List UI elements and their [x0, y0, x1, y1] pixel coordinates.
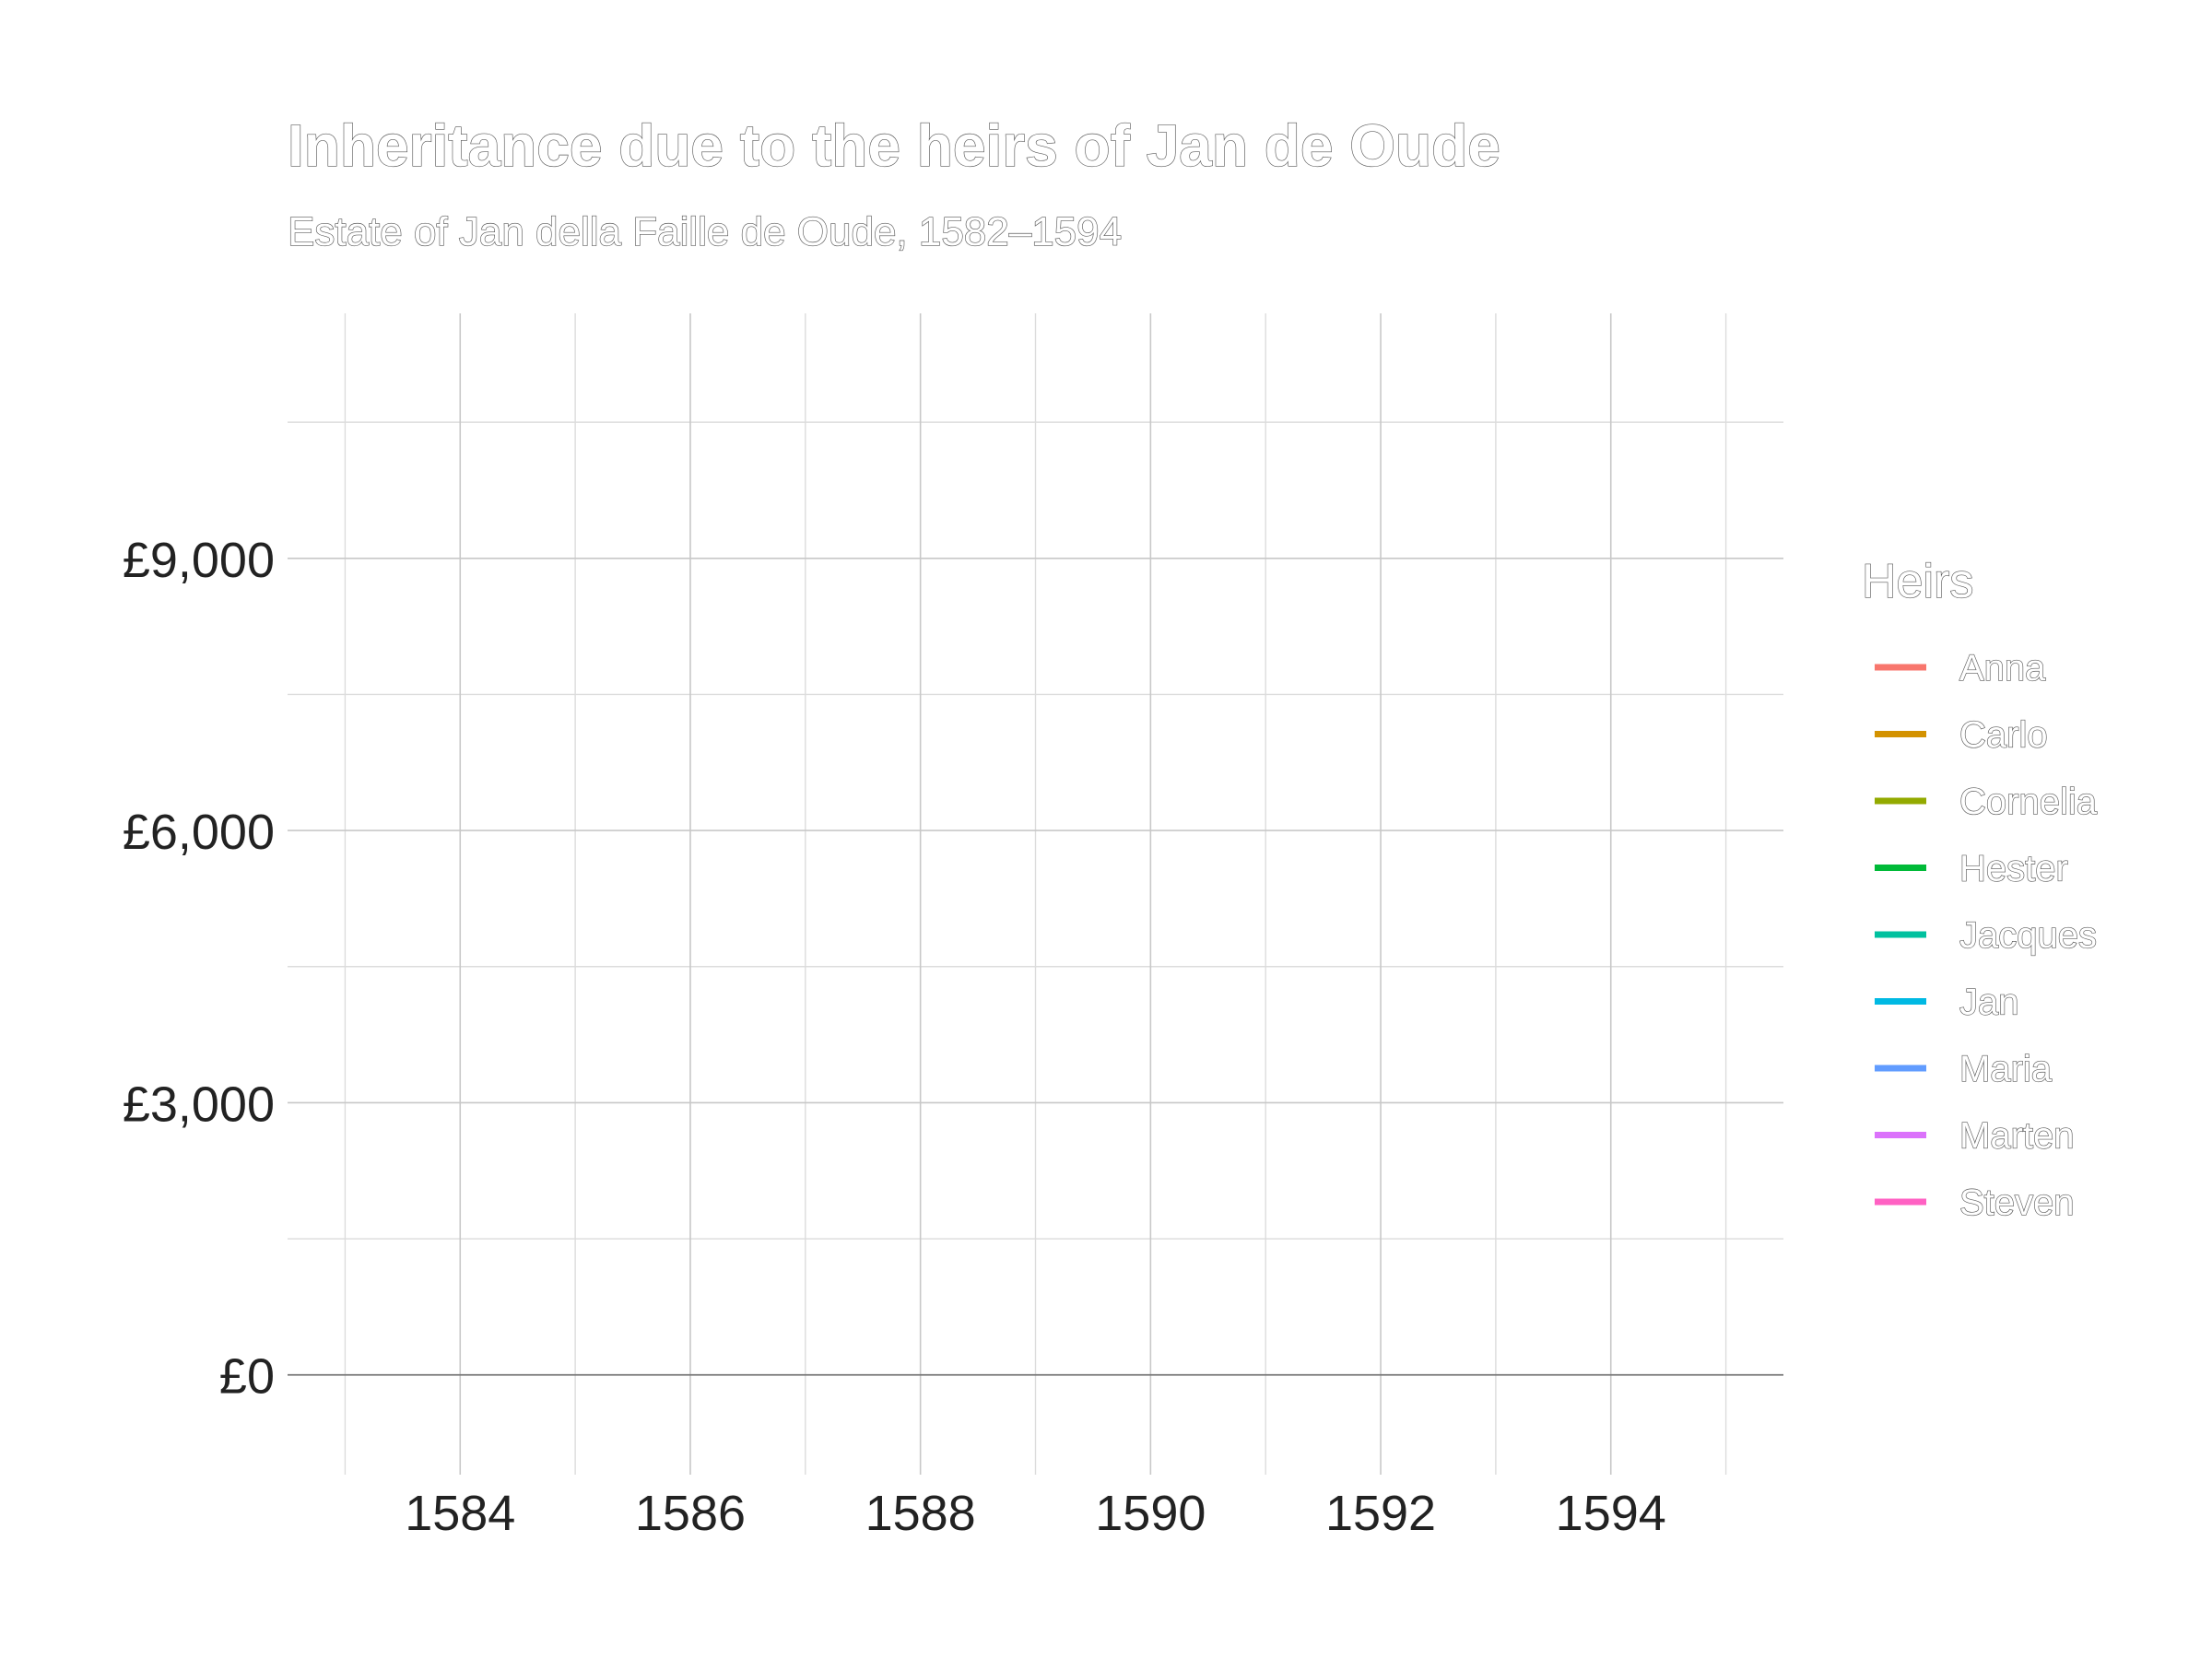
- legend-label-steven: Steven: [1959, 1182, 2075, 1223]
- x-tick-label: 1588: [865, 1486, 976, 1541]
- legend-label-marten: Marten: [1959, 1116, 2075, 1157]
- legend-label-maria: Maria: [1959, 1049, 2053, 1089]
- y-tick-label: £0: [219, 1349, 275, 1405]
- chart-title: Inheritance due to the heirs of Jan de O…: [288, 112, 1500, 179]
- legend: Anna Carlo Cornelia Hester Jacques Jan Maria Ma…: [1875, 647, 2098, 1224]
- legend-label-carlo: Carlo: [1959, 715, 2048, 756]
- x-tick-label: 1594: [1556, 1486, 1666, 1541]
- y-tick-label: £6,000: [123, 805, 275, 860]
- legend-label-cornelia: Cornelia: [1959, 782, 2098, 822]
- plot-area: £0 £3,000 £6,000 £9,000 1584 1586 1588 1590 1592…: [123, 313, 1783, 1541]
- chart-subtitle: Estate of Jan della Faille de Oude, 1582…: [288, 209, 1122, 254]
- x-tick-label: 1586: [635, 1486, 746, 1541]
- y-tick-label: £9,000: [123, 533, 275, 588]
- legend-label-jacques: Jacques: [1959, 915, 2097, 956]
- y-tick-label: £3,000: [123, 1077, 275, 1132]
- legend-title: Heirs: [1862, 555, 1973, 608]
- x-tick-label: 1592: [1325, 1486, 1436, 1541]
- x-tick-label: 1590: [1095, 1486, 1206, 1541]
- legend-label-hester: Hester: [1959, 849, 2068, 889]
- legend-label-anna: Anna: [1959, 648, 2046, 688]
- legend-label-jan: Jan: [1959, 982, 2019, 1023]
- x-tick-label: 1584: [405, 1486, 515, 1541]
